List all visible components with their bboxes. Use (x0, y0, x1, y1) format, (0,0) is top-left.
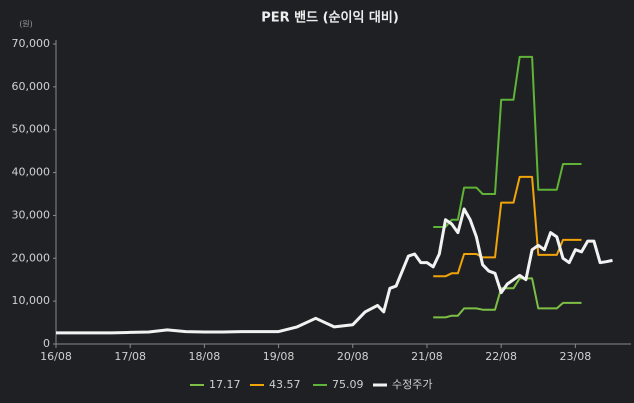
y-tick-label: 50,000 (12, 123, 51, 136)
y-tick-label: 60,000 (12, 80, 51, 93)
x-tick-label: 23/08 (560, 350, 592, 363)
legend-label: 수정주가 (392, 378, 432, 391)
x-tick-label: 16/08 (40, 350, 72, 363)
legend-label: 17.17 (209, 378, 241, 391)
y-tick-label: 20,000 (12, 251, 51, 264)
x-tick-label: 17/08 (114, 350, 146, 363)
series-line (56, 207, 613, 335)
y-tick-label: 0 (43, 337, 50, 350)
series-line (433, 175, 582, 278)
chart-title: PER 밴드 (순이익 대비) (261, 10, 399, 26)
x-tick-label: 21/08 (411, 350, 443, 363)
y-tick-label: 30,000 (12, 208, 51, 221)
x-tick-label: 22/08 (485, 350, 517, 363)
y-tick-label: 40,000 (12, 166, 51, 179)
series-line (433, 277, 582, 319)
legend-label: 43.57 (269, 378, 301, 391)
y-tick-label: 70,000 (12, 37, 51, 50)
y-unit: (원) (19, 20, 33, 29)
x-tick-label: 18/08 (189, 350, 221, 363)
legend-label: 75.09 (332, 378, 364, 391)
x-tick-label: 20/08 (337, 350, 369, 363)
x-tick-label: 19/08 (263, 350, 295, 363)
y-tick-label: 10,000 (12, 294, 51, 307)
series-line (433, 55, 582, 228)
